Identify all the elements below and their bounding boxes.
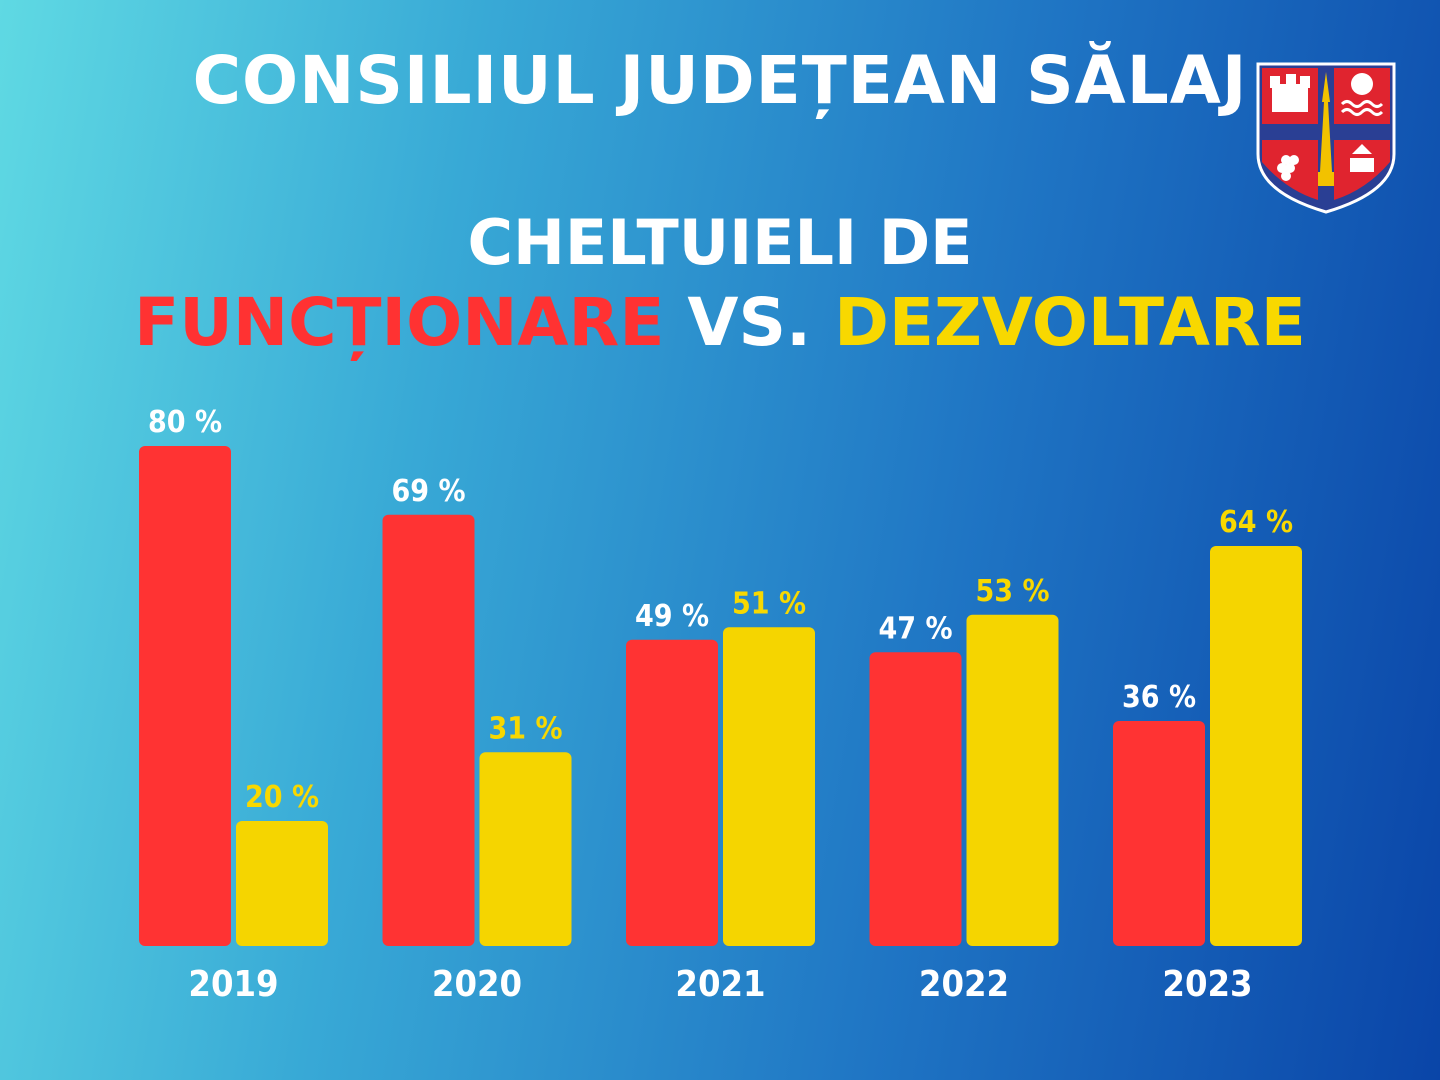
- page-title: CONSILIUL JUDEȚEAN SĂLAJ: [192, 42, 1248, 119]
- bar-dezvoltare-2019: [236, 821, 328, 946]
- x-tick-label-2023: 2023: [1162, 964, 1252, 1005]
- x-tick-label-2022: 2022: [919, 964, 1009, 1005]
- county-coat-of-arms-icon: [1256, 62, 1396, 214]
- data-label-dezvoltare-2019: 20 %: [245, 780, 319, 815]
- bar-functionare-2021: [626, 639, 718, 946]
- bar-dezvoltare-2022: [966, 614, 1059, 946]
- data-label-dezvoltare-2021: 51 %: [732, 586, 806, 621]
- title-word-dezvoltare: DEZVOLTARE: [834, 284, 1306, 361]
- chart-title-line2: FUNCȚIONARE VS. DEZVOLTARE: [0, 290, 1440, 356]
- data-label-functionare-2023: 36 %: [1122, 680, 1196, 715]
- bar-dezvoltare-2021: [723, 627, 815, 946]
- bar-functionare-2019: [139, 446, 231, 946]
- bar-functionare-2020: [382, 514, 475, 946]
- data-label-dezvoltare-2022: 53 %: [976, 574, 1050, 609]
- bar-dezvoltare-2023: [1210, 546, 1302, 946]
- data-label-functionare-2022: 47 %: [879, 611, 953, 646]
- data-label-functionare-2019: 80 %: [148, 405, 222, 440]
- data-label-functionare-2020: 69 %: [392, 474, 466, 509]
- title-word-functionare: FUNCȚIONARE: [134, 284, 665, 361]
- data-label-functionare-2021: 49 %: [635, 599, 709, 634]
- bar-functionare-2023: [1113, 721, 1205, 946]
- title-word-vs: VS.: [687, 284, 812, 361]
- data-label-dezvoltare-2023: 64 %: [1219, 505, 1293, 540]
- x-tick-label-2020: 2020: [432, 964, 522, 1005]
- chart-title-line1: CHELTUIELI DE: [467, 206, 973, 279]
- x-tick-label-2021: 2021: [675, 964, 765, 1005]
- data-label-dezvoltare-2020: 31 %: [489, 711, 563, 746]
- bar-dezvoltare-2020: [479, 752, 572, 946]
- x-tick-label-2019: 2019: [188, 964, 278, 1005]
- bar-functionare-2022: [869, 652, 962, 946]
